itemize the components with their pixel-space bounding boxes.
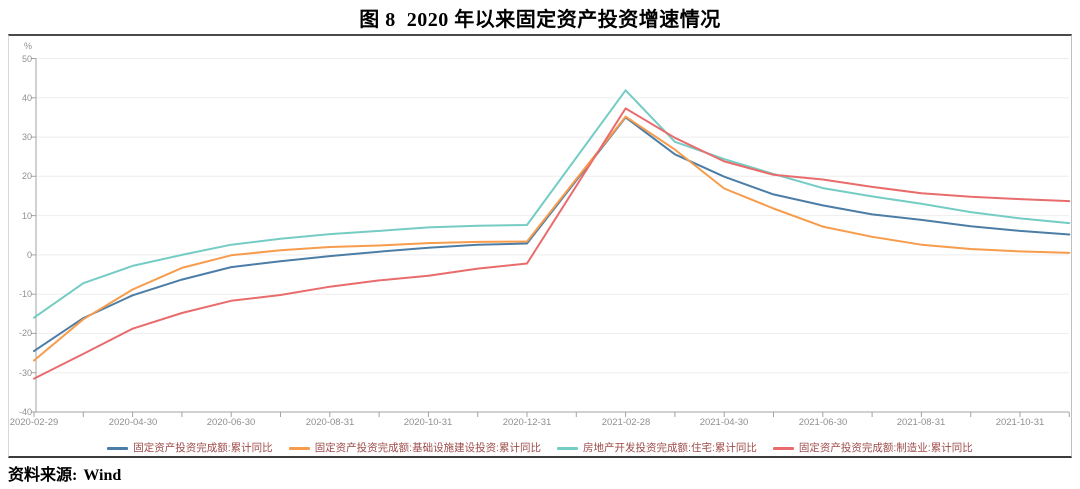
y-axis-label: 10 [21,211,32,221]
y-axis-label: 50 [21,54,32,64]
x-axis-label: 2020-02-29 [9,417,59,428]
series-line-0 [33,116,1071,353]
x-axis-label: 2020-10-31 [403,417,453,428]
legend-item-1: 固定资产投资完成额:基础设施建设投资:累计同比 [288,442,542,454]
source-label: 资料来源: [8,467,78,484]
x-axis-label: 2021-10-31 [995,417,1045,428]
x-axis-label: 2020-08-31 [305,417,355,428]
legend: 固定资产投资完成额:累计同比 固定资产投资完成额:基础设施建设投资:累计同比 房地产… [9,439,1071,457]
legend-item-3: 固定资产投资完成额:制造业:累计同比 [772,442,973,454]
x-axis-label: 2021-04-30 [699,417,749,428]
y-axis-label: -30 [18,368,32,378]
source-value: Wind [83,467,122,484]
line-chart-svg [31,58,1071,417]
y-axis-label: 40 [21,93,32,103]
y-axis-label: -40 [18,407,32,417]
chart-container: 固定资产投资完成额:累计同比 固定资产投资完成额:基础设施建设投资:累计同比 房地产… [8,34,1072,458]
legend-label: 固定资产投资完成额:累计同比 [133,442,273,454]
series-line-2 [33,89,1071,319]
y-axis-unit: % [23,41,32,51]
x-axis-label: 2020-06-30 [206,417,256,428]
series-line-3 [33,107,1071,380]
legend-label: 房地产开发投资完成额:住宅:累计同比 [583,442,757,454]
x-axis-label: 2021-02-28 [601,417,651,428]
series-line-1 [33,115,1071,362]
figure-title: 图 8 2020 年以来固定资产投资增速情况 [359,9,721,31]
y-axis-label: -10 [18,289,32,299]
legend-marker-icon [288,446,310,450]
x-axis-label: 2021-08-31 [896,417,946,428]
x-axis-label: 2020-12-31 [502,417,552,428]
y-axis-label: 30 [21,132,32,142]
legend-label: 固定资产投资完成额:基础设施建设投资:累计同比 [314,442,542,454]
y-axis-label: 20 [21,171,32,181]
source-note: 资料来源: Wind [8,461,121,485]
legend-marker-icon [107,446,129,450]
legend-marker-icon [772,446,794,450]
legend-item-0: 固定资产投资完成额:累计同比 [107,442,273,454]
legend-marker-icon [557,446,579,450]
legend-label: 固定资产投资完成额:制造业:累计同比 [798,442,973,454]
legend-item-2: 房地产开发投资完成额:住宅:累计同比 [557,442,757,454]
x-axis-label: 2020-04-30 [108,417,158,428]
x-axis-label: 2021-06-30 [798,417,848,428]
y-axis-label: -20 [18,328,32,338]
y-axis-label: 0 [26,250,32,260]
